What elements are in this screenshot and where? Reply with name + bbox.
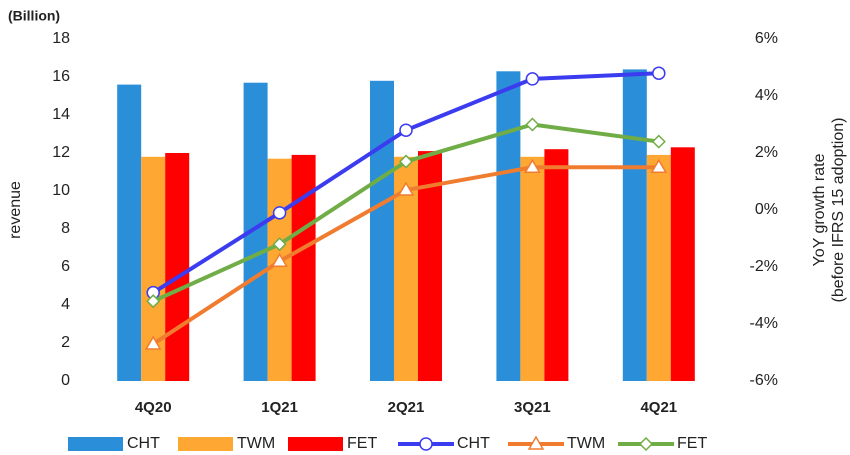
line-marker: [652, 66, 666, 80]
legend-marker: [527, 435, 545, 450]
legend-label: FET: [677, 435, 707, 452]
legend-label: TWM: [237, 435, 275, 452]
line-marker: [525, 117, 540, 132]
line-marker: [399, 123, 413, 137]
bar: [544, 149, 569, 381]
y2-tick-label: 2%: [755, 144, 778, 161]
line-marker: [525, 72, 540, 86]
legend-swatch: [68, 437, 123, 451]
legend-swatch: [178, 437, 233, 451]
y-tick-label: 2: [61, 334, 70, 351]
x-tick-label: 4Q20: [135, 399, 172, 416]
y2-tick-label: -6%: [750, 372, 778, 389]
bar: [622, 69, 647, 382]
legend-marker: [638, 436, 654, 452]
bar: [117, 84, 142, 381]
y2-axis-title: YoY growth rate: [811, 153, 828, 266]
y-tick-label: 8: [61, 220, 70, 237]
bar: [520, 156, 545, 381]
legend-marker: [419, 437, 433, 451]
x-tick-label: 1Q21: [261, 399, 298, 416]
y2-tick-label: 4%: [755, 87, 778, 104]
line-marker: [398, 154, 414, 169]
y-tick-label: 10: [52, 182, 70, 199]
line-marker: [271, 252, 288, 268]
bar: [291, 154, 316, 381]
y-tick-label: 6: [61, 258, 70, 275]
y-tick-label: 14: [52, 106, 70, 123]
legend-swatch: [288, 437, 343, 451]
line-marker: [524, 158, 541, 173]
bar: [370, 80, 394, 382]
bar: [267, 158, 292, 381]
y-tick-label: 12: [52, 144, 70, 161]
x-tick-label: 4Q21: [640, 399, 677, 416]
line-marker: [397, 181, 415, 196]
y2-axis-title: (before IFRS 15 adoption): [830, 118, 847, 303]
line-marker: [651, 134, 666, 149]
line-marker: [146, 294, 161, 309]
legend-label: CHT: [457, 435, 490, 452]
x-tick-label: 2Q21: [388, 399, 425, 416]
legend-label: CHT: [127, 435, 160, 452]
y2-tick-label: -4%: [750, 315, 778, 332]
bar: [165, 153, 190, 381]
line-marker: [272, 206, 287, 220]
y-tick-label: 16: [52, 68, 70, 85]
line-marker: [272, 237, 287, 252]
y-tick-label: 0: [61, 372, 70, 389]
unit-label: (Billion): [8, 8, 60, 24]
bar: [670, 147, 695, 381]
y2-tick-label: 6%: [755, 30, 778, 47]
y-axis-title: revenue: [7, 181, 24, 239]
y-tick-label: 18: [52, 30, 70, 47]
bar: [646, 154, 671, 381]
bar: [496, 71, 521, 382]
x-tick-label: 3Q21: [514, 399, 551, 416]
legend-label: TWM: [567, 435, 605, 452]
line-marker: [144, 335, 162, 350]
y2-tick-label: -2%: [750, 258, 778, 275]
bar: [418, 151, 442, 381]
legend-label: FET: [347, 435, 377, 452]
y-tick-label: 4: [61, 296, 70, 313]
line-marker: [650, 158, 668, 173]
y2-tick-label: 0%: [755, 201, 778, 218]
